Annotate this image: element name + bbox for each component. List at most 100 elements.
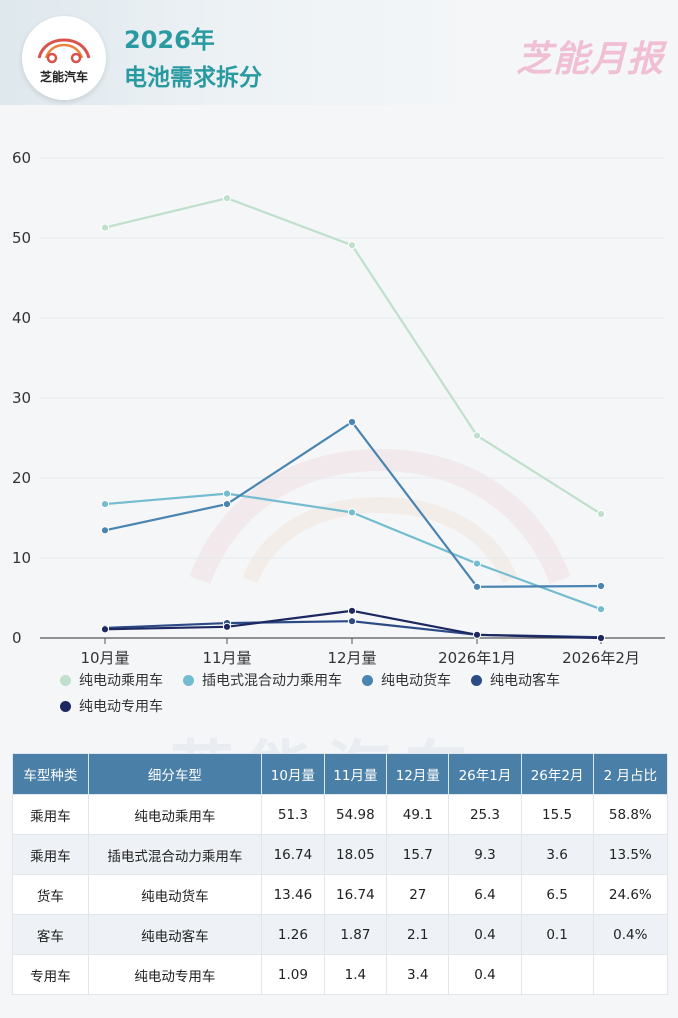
table-cell: 49.1	[386, 794, 450, 835]
table-cell: 2.1	[386, 914, 450, 955]
y-tick-label: 10	[12, 549, 31, 567]
table-header-cell: 26年1月	[448, 753, 522, 795]
header-band	[0, 0, 678, 105]
legend-label: 纯电动货车	[381, 673, 451, 689]
table-cell: 专用车	[12, 954, 89, 995]
data-table: 车型种类 细分车型 10月量 11月量 12月量 26年1月 26年2月 2 月占比 乘用车纯…	[12, 753, 669, 995]
y-tick-label: 0	[12, 629, 22, 647]
table-cell: 27	[386, 874, 450, 915]
table-cell	[520, 954, 594, 995]
y-tick-label: 40	[12, 309, 31, 327]
logo-text: 芝能汽车	[39, 70, 88, 84]
table-cell: 0.1	[520, 914, 594, 955]
x-tick-label: 2026年1月	[438, 649, 516, 667]
data-point	[347, 417, 357, 427]
legend-item: 纯电动货车	[362, 670, 451, 690]
table-cell: 纯电动货车	[87, 874, 263, 915]
table-cell: 0.4%	[592, 914, 669, 955]
y-tick-label: 50	[12, 229, 31, 247]
table-cell: 16.74	[323, 874, 388, 915]
table-cell: 1.4	[323, 954, 388, 995]
table-header-cell: 2 月占比	[592, 753, 669, 795]
table-cell: 0.4	[448, 914, 522, 955]
data-point	[222, 489, 232, 498]
table-cell: 16.74	[261, 834, 325, 875]
data-point	[472, 431, 482, 440]
table-row: 乘用车 插电式混合动力乘用车 16.74 18.05 15.7 9.3 3.6 13.5%	[12, 834, 669, 875]
y-tick-label: 60	[12, 149, 31, 167]
table-header-cell: 11月量	[323, 753, 388, 795]
y-tick-label: 20	[12, 469, 31, 487]
table-cell	[592, 954, 669, 995]
brand-logo: 芝能汽车	[22, 16, 106, 100]
legend-label: 纯电动专用车	[79, 699, 163, 715]
line-chart: 0 10 20 30 40 50 60 10月量 11月量 12月量 2026年1月 2026年2月	[12, 149, 665, 667]
legend-label: 纯电动乘用车	[79, 673, 163, 689]
table-header-row: 车型种类 细分车型 10月量 11月量 12月量 26年1月 26年2月 2 月占比	[12, 753, 669, 795]
x-tick-label: 11月量	[202, 649, 251, 667]
data-point	[596, 633, 606, 643]
data-point	[100, 223, 110, 232]
table-cell: 6.5	[520, 874, 594, 915]
table-header-cell: 26年2月	[520, 753, 594, 795]
data-point	[222, 622, 232, 631]
page-title: 电池需求拆分	[124, 65, 262, 91]
page-title-year: 2026年	[124, 26, 215, 54]
y-tick-label: 30	[12, 389, 31, 407]
watermark-arc-inner	[242, 496, 518, 584]
data-point	[100, 625, 110, 634]
table-cell: 15.5	[520, 794, 594, 835]
legend-dot-icon	[60, 674, 71, 686]
table-row: 客车 纯电动客车 1.26 1.87 2.1 0.4 0.1 0.4%	[12, 914, 669, 955]
legend-label: 纯电动客车	[490, 673, 560, 689]
table-body: 乘用车 纯电动乘用车 51.3 54.98 49.1 25.3 15.5 58.8% 乘用车 插电…	[12, 794, 669, 995]
x-tick-label: 2026年2月	[562, 649, 640, 667]
table-cell: 纯电动专用车	[87, 954, 263, 995]
table-header-cell: 细分车型	[87, 753, 263, 795]
legend-dot-icon	[183, 674, 194, 686]
table-cell: 插电式混合动力乘用车	[87, 834, 263, 875]
legend-item: 纯电动乘用车	[60, 670, 163, 690]
table-cell: 客车	[12, 914, 89, 955]
legend-dot-icon	[60, 700, 71, 712]
table-row: 乘用车 纯电动乘用车 51.3 54.98 49.1 25.3 15.5 58.8%	[12, 794, 669, 835]
table-row: 专用车 纯电动专用车 1.09 1.4 3.4 0.4	[12, 954, 669, 995]
table-header-cell: 车型种类	[12, 753, 89, 795]
table-cell: 0.4	[448, 954, 522, 995]
data-point	[100, 526, 110, 535]
x-tick-label: 12月量	[327, 649, 376, 667]
legend-dot-icon	[362, 674, 373, 686]
table-cell: 18.05	[323, 834, 388, 875]
table-cell: 纯电动客车	[87, 914, 263, 955]
table-cell: 24.6%	[592, 874, 669, 915]
data-point	[472, 582, 482, 591]
table-header-cell: 12月量	[386, 753, 450, 795]
legend-label: 插电式混合动力乘用车	[202, 673, 342, 689]
table-cell: 25.3	[448, 794, 522, 835]
data-point	[472, 559, 482, 568]
table-cell: 3.4	[386, 954, 450, 995]
chart-legend: 纯电动乘用车 插电式混合动力乘用车 纯电动货车 纯电动客车纯电动专用车	[60, 670, 660, 716]
data-point	[596, 581, 606, 591]
legend-dot-icon	[471, 674, 482, 686]
data-point	[596, 605, 606, 614]
table-cell: 1.09	[261, 954, 325, 995]
table-cell: 乘用车	[12, 834, 89, 875]
legend-item: 纯电动专用车	[60, 696, 163, 716]
table-cell: 58.8%	[592, 794, 669, 835]
legend-item: 纯电动客车	[471, 670, 560, 690]
table-cell: 1.26	[261, 914, 325, 955]
data-point	[222, 499, 232, 509]
data-point	[347, 508, 357, 517]
table-cell: 货车	[12, 874, 89, 915]
brand-mark: 芝能月报	[515, 39, 664, 80]
table-cell: 1.87	[323, 914, 388, 955]
data-point	[596, 509, 606, 519]
data-point	[222, 194, 232, 203]
data-point	[347, 606, 357, 615]
data-point	[472, 630, 482, 639]
table-cell: 13.5%	[592, 834, 669, 875]
car-logo-icon	[37, 38, 91, 64]
table-cell: 3.6	[520, 834, 594, 875]
table-cell: 乘用车	[12, 794, 89, 835]
